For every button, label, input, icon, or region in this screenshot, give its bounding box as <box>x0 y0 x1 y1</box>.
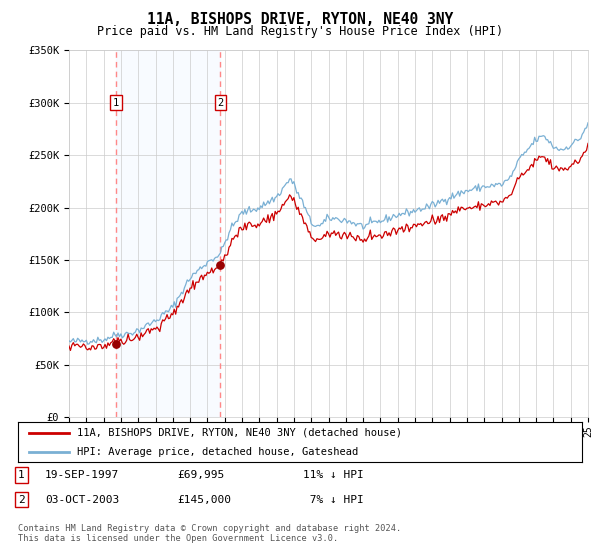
Text: Contains HM Land Registry data © Crown copyright and database right 2024.
This d: Contains HM Land Registry data © Crown c… <box>18 524 401 543</box>
Text: 1: 1 <box>18 470 25 480</box>
Bar <box>116 50 220 417</box>
Text: 11A, BISHOPS DRIVE, RYTON, NE40 3NY: 11A, BISHOPS DRIVE, RYTON, NE40 3NY <box>147 12 453 27</box>
Point <box>111 339 121 348</box>
Point <box>215 261 225 270</box>
Text: £145,000: £145,000 <box>177 494 231 505</box>
Text: 2: 2 <box>217 98 223 108</box>
Text: 2: 2 <box>18 494 25 505</box>
Text: 11% ↓ HPI: 11% ↓ HPI <box>303 470 364 480</box>
Text: £69,995: £69,995 <box>177 470 224 480</box>
Text: 11A, BISHOPS DRIVE, RYTON, NE40 3NY (detached house): 11A, BISHOPS DRIVE, RYTON, NE40 3NY (det… <box>77 428 402 438</box>
Text: 7% ↓ HPI: 7% ↓ HPI <box>303 494 364 505</box>
Text: 03-OCT-2003: 03-OCT-2003 <box>45 494 119 505</box>
Text: HPI: Average price, detached house, Gateshead: HPI: Average price, detached house, Gate… <box>77 446 358 456</box>
Text: Price paid vs. HM Land Registry's House Price Index (HPI): Price paid vs. HM Land Registry's House … <box>97 25 503 38</box>
Text: 19-SEP-1997: 19-SEP-1997 <box>45 470 119 480</box>
Text: 1: 1 <box>113 98 119 108</box>
